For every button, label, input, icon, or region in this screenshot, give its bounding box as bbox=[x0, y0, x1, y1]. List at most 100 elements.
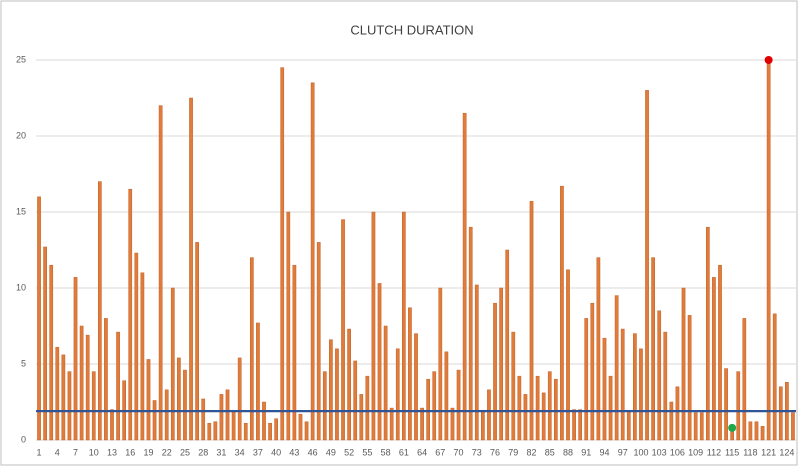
y-tick-label: 25 bbox=[16, 54, 26, 64]
bar bbox=[620, 328, 625, 441]
bar bbox=[225, 389, 230, 441]
x-tick-label: 70 bbox=[454, 447, 464, 457]
x-tick-label: 118 bbox=[743, 447, 757, 457]
x-tick-label: 79 bbox=[508, 447, 518, 457]
x-tick-label: 49 bbox=[326, 447, 336, 457]
bar bbox=[322, 371, 327, 441]
bar bbox=[754, 421, 759, 441]
bar bbox=[505, 249, 510, 441]
x-tick-label: 100 bbox=[633, 447, 648, 457]
bar bbox=[365, 375, 370, 441]
bar bbox=[79, 325, 84, 441]
x-tick-label: 16 bbox=[125, 447, 135, 457]
x-tick-label: 112 bbox=[707, 447, 721, 457]
bar bbox=[316, 242, 321, 441]
bar bbox=[353, 360, 358, 441]
bar bbox=[426, 378, 431, 441]
bar bbox=[657, 310, 662, 441]
bar bbox=[91, 371, 96, 441]
bar bbox=[541, 392, 546, 441]
x-tick-label: 40 bbox=[271, 447, 281, 457]
x-tick-label: 97 bbox=[618, 447, 628, 457]
bar bbox=[164, 389, 169, 441]
bar bbox=[736, 371, 741, 441]
bar bbox=[724, 368, 728, 441]
bar bbox=[712, 277, 716, 441]
bar bbox=[420, 407, 424, 441]
x-tick-label: 55 bbox=[362, 447, 372, 457]
bar bbox=[444, 351, 449, 441]
x-tick-label: 91 bbox=[581, 447, 591, 457]
bar bbox=[718, 264, 722, 441]
bar bbox=[778, 386, 783, 441]
bar bbox=[438, 287, 443, 441]
x-tick-label: 76 bbox=[490, 447, 500, 457]
x-tick-label: 28 bbox=[198, 447, 208, 457]
bar bbox=[268, 423, 272, 441]
bar bbox=[633, 333, 637, 441]
bar bbox=[73, 277, 78, 441]
bar bbox=[85, 334, 90, 441]
bar bbox=[249, 257, 254, 441]
bar bbox=[468, 226, 473, 441]
x-tick-label: 121 bbox=[761, 447, 776, 457]
bar bbox=[535, 375, 540, 441]
bar bbox=[152, 400, 157, 441]
bar bbox=[596, 257, 601, 441]
bar bbox=[675, 386, 680, 441]
bar bbox=[408, 307, 412, 441]
x-tick-label: 67 bbox=[435, 447, 445, 457]
x-tick-label: 25 bbox=[180, 447, 190, 457]
bar bbox=[553, 378, 558, 441]
min-marker bbox=[728, 423, 737, 432]
x-tick-label: 73 bbox=[472, 447, 482, 457]
bar bbox=[663, 331, 668, 441]
bar bbox=[529, 201, 534, 441]
bar bbox=[262, 401, 266, 441]
bar bbox=[37, 196, 41, 441]
bar bbox=[474, 284, 479, 441]
x-tick-label: 19 bbox=[143, 447, 153, 457]
bar bbox=[280, 67, 285, 441]
x-tick-label: 109 bbox=[688, 447, 703, 457]
bar bbox=[705, 226, 710, 441]
x-tick-label: 46 bbox=[308, 447, 318, 457]
bar bbox=[590, 302, 595, 441]
bar bbox=[602, 337, 607, 441]
x-tick-label: 52 bbox=[344, 447, 354, 457]
bar bbox=[207, 423, 212, 441]
bar bbox=[274, 418, 279, 441]
bar bbox=[61, 354, 66, 441]
bar bbox=[626, 410, 631, 441]
bar bbox=[681, 287, 686, 441]
bar bbox=[49, 264, 54, 441]
x-tick-label: 85 bbox=[545, 447, 555, 457]
bar bbox=[414, 333, 418, 441]
bar bbox=[395, 348, 400, 441]
bar bbox=[772, 313, 777, 441]
bar bbox=[243, 423, 248, 441]
bar bbox=[158, 105, 163, 441]
bar bbox=[791, 412, 795, 441]
bar bbox=[304, 421, 309, 441]
x-tick-label: 64 bbox=[417, 447, 427, 457]
bar bbox=[189, 97, 193, 441]
x-tick-label: 13 bbox=[107, 447, 117, 457]
bar bbox=[231, 410, 236, 441]
bar bbox=[298, 413, 303, 441]
bar bbox=[134, 252, 139, 441]
bar bbox=[128, 188, 133, 441]
bar bbox=[760, 426, 765, 441]
x-tick-label: 94 bbox=[599, 447, 609, 457]
bar bbox=[256, 322, 260, 441]
bar bbox=[310, 82, 315, 441]
bar bbox=[183, 369, 187, 441]
bar bbox=[699, 412, 704, 441]
bar bbox=[401, 211, 406, 441]
bar bbox=[43, 246, 47, 441]
bar bbox=[104, 318, 108, 441]
y-tick-label: 0 bbox=[21, 434, 26, 444]
bar bbox=[219, 394, 224, 441]
bar bbox=[566, 269, 570, 441]
